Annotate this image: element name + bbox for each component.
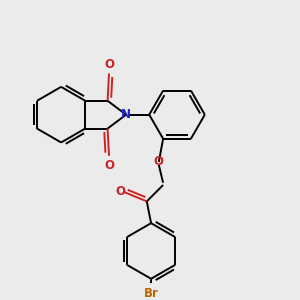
Text: O: O [104, 58, 114, 71]
Text: O: O [104, 159, 114, 172]
Text: Br: Br [144, 287, 158, 300]
Text: N: N [121, 108, 131, 121]
Text: O: O [115, 185, 125, 198]
Text: O: O [154, 155, 164, 168]
